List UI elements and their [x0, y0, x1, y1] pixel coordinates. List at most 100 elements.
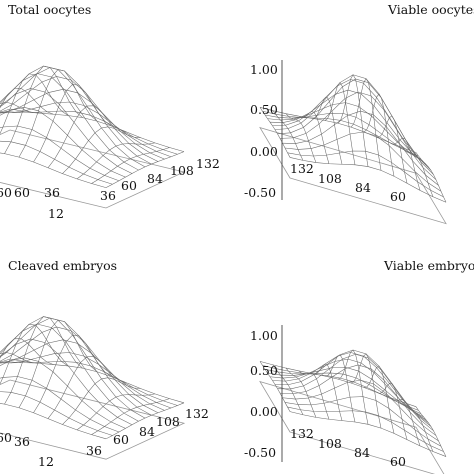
mesh-line — [324, 82, 356, 165]
z-tick: 0.50 — [250, 363, 278, 378]
mesh-line — [0, 338, 133, 425]
x-tick: 132 — [290, 161, 314, 176]
mesh-line — [0, 88, 54, 115]
surface-mesh — [0, 316, 186, 460]
mesh-line — [9, 358, 185, 404]
mesh-line — [272, 110, 304, 161]
mesh-line — [0, 88, 133, 174]
mesh-line — [0, 324, 69, 385]
mesh-line — [402, 147, 434, 197]
mesh-line — [91, 398, 170, 435]
mesh-line — [298, 111, 330, 164]
mesh-line — [0, 89, 165, 160]
mesh-line — [311, 364, 343, 421]
panel-title: Viable oocytes — [387, 2, 474, 17]
mesh-line — [0, 326, 159, 413]
mesh-line — [285, 367, 317, 418]
mesh-line — [376, 383, 408, 440]
mesh-line — [47, 356, 127, 419]
mesh-line — [259, 361, 291, 412]
mesh-line — [0, 361, 25, 364]
z-tick: 0.50 — [250, 102, 278, 117]
mesh-line — [0, 67, 152, 165]
panel-viable-embryos: Viable embryos 1.00 0.50 0.00 -0.50 132 … — [244, 258, 474, 474]
z-tick: -0.50 — [244, 185, 276, 200]
mesh-line — [105, 402, 185, 440]
mesh-line — [337, 349, 369, 425]
mesh-line — [0, 339, 165, 411]
surface-floor — [0, 379, 186, 460]
mesh-line — [350, 78, 382, 171]
mesh-line — [415, 406, 447, 457]
surface-floor — [0, 129, 186, 209]
y-tick: 60 — [0, 185, 12, 200]
mesh-line — [0, 403, 107, 440]
x-tick: 84 — [355, 180, 371, 195]
z-tick: -0.50 — [244, 445, 276, 460]
mesh-line — [47, 105, 127, 168]
z-tick: 0.00 — [250, 404, 278, 419]
panel-cleaved-embryos: Cleaved embryos 60 36 12 36 60 84 108 13… — [0, 258, 209, 469]
x-tick: 36 — [86, 443, 102, 458]
x-tick: 108 — [318, 436, 342, 451]
surface-mesh — [259, 74, 447, 225]
mesh-line — [337, 74, 369, 167]
mesh-line — [9, 108, 185, 152]
mesh-line — [0, 102, 40, 114]
mesh-line — [389, 397, 421, 446]
x-tick: 132 — [185, 406, 209, 421]
mesh-line — [76, 393, 156, 431]
z-tick: 0.00 — [250, 144, 278, 159]
mesh-line — [274, 74, 432, 171]
panel-total-oocytes: Total oocytes 60 60 36 12 36 60 84 108 1… — [0, 2, 220, 221]
mesh-line — [0, 111, 25, 114]
mesh-line — [363, 93, 395, 177]
panel-viable-oocytes: Viable oocytes 1.00 0.50 0.00 -0.50 132 … — [244, 2, 474, 225]
y-tick: 12 — [48, 206, 64, 221]
x-tick: 84 — [354, 445, 370, 460]
surface-mesh — [259, 349, 447, 474]
mesh-line — [4, 65, 83, 154]
mesh-line — [33, 84, 112, 163]
mesh-line — [0, 391, 113, 436]
mesh-line — [389, 137, 421, 191]
x-tick: 60 — [113, 432, 129, 447]
x-tick: 108 — [318, 171, 342, 186]
z-tick: 1.00 — [250, 328, 278, 343]
mesh-line — [285, 113, 317, 163]
x-tick: 108 — [156, 414, 180, 429]
panel-title: Total oocytes — [8, 2, 91, 17]
mesh-line — [91, 147, 170, 184]
y-tick: 36 — [14, 434, 30, 449]
x-tick: 36 — [100, 188, 116, 203]
surface-floor — [259, 126, 447, 225]
mesh-line — [415, 152, 447, 203]
mesh-line — [363, 365, 395, 434]
x-tick: 108 — [170, 163, 194, 178]
mesh-line — [0, 352, 40, 364]
mesh-line — [62, 377, 141, 425]
mesh-line — [0, 152, 107, 188]
y-tick: 36 — [44, 185, 60, 200]
mesh-line — [0, 338, 54, 365]
mesh-line — [324, 354, 356, 423]
mesh-line — [18, 319, 98, 408]
mesh-line — [76, 142, 156, 180]
mesh-line — [272, 364, 304, 415]
y-tick: 60 — [14, 185, 30, 200]
mesh-line — [274, 349, 432, 427]
mesh-line — [402, 402, 434, 452]
mesh-line — [311, 96, 343, 165]
x-tick: 84 — [139, 424, 155, 439]
mesh-line — [376, 115, 408, 184]
mesh-line — [62, 126, 141, 174]
z-tick: 1.00 — [250, 62, 278, 77]
x-tick: 132 — [196, 156, 220, 171]
x-tick: 60 — [390, 189, 406, 204]
mesh-line — [18, 69, 98, 158]
mesh-line — [279, 364, 437, 436]
mesh-line — [350, 353, 382, 429]
x-tick: 60 — [390, 454, 406, 469]
mesh-line — [0, 73, 69, 135]
